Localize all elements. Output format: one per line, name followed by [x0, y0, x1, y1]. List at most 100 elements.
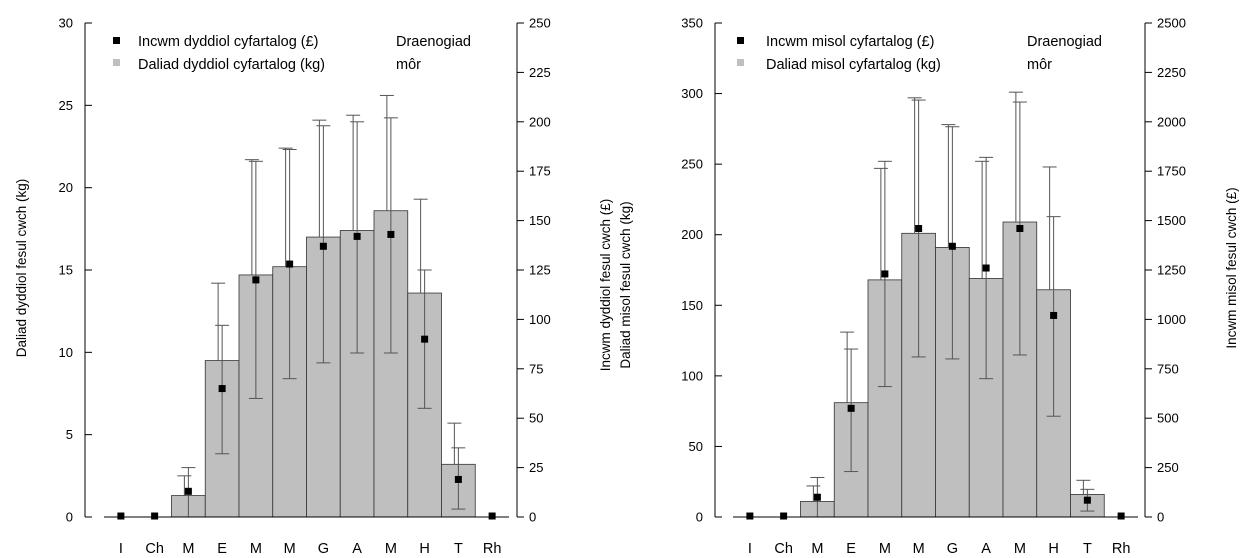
- income-point: [319, 242, 327, 250]
- month-label: T: [1083, 541, 1092, 557]
- right-axis-tick-label: 2000: [1157, 114, 1186, 129]
- legend-marker-catch: [113, 59, 120, 66]
- month-label: I: [119, 541, 123, 557]
- income-point: [847, 404, 855, 412]
- right-axis-tick-label: 1500: [1157, 213, 1186, 228]
- left-axis-tick-label: 25: [59, 98, 73, 113]
- left-axis-tick-label: 250: [681, 157, 703, 172]
- daily-chart: 0 5 10 15 20 25 30 0 25 50 75 100 125 150 175 200 225 250…: [14, 16, 633, 558]
- month-label: M: [284, 541, 296, 557]
- right-axis-tick-label: 1750: [1157, 164, 1186, 179]
- month-label: Rh: [483, 541, 502, 557]
- left-axis-tick-label: 30: [59, 16, 73, 31]
- month-labels: I Ch M E M M G A M H T Rh: [748, 541, 1131, 557]
- month-label: A: [981, 541, 991, 557]
- species-label-line1: Draenogiad: [1027, 34, 1102, 50]
- right-axis-tick-label: 25: [529, 460, 543, 475]
- month-label: G: [318, 541, 329, 557]
- month-label: G: [947, 541, 958, 557]
- right-axis-tick-label: 250: [529, 16, 551, 31]
- legend-income-label: Incwm dyddiol cyfartalog (£): [138, 34, 319, 50]
- left-axis-tick-label: 5: [66, 427, 73, 442]
- legend-catch-label: Daliad dyddiol cyfartalog (kg): [138, 57, 325, 73]
- legend: Incwm dyddiol cyfartalog (£) Daliad dydd…: [113, 34, 471, 73]
- month-label: M: [385, 541, 397, 557]
- legend-marker-income: [737, 37, 744, 44]
- income-point: [353, 232, 361, 240]
- right-axis-tick-label: 2500: [1157, 16, 1186, 31]
- income-point: [780, 512, 788, 520]
- month-label: M: [811, 541, 823, 557]
- right-axis-tick-label: 50: [529, 411, 543, 426]
- left-axis-tick-label: 0: [66, 510, 73, 525]
- income-point: [421, 335, 429, 343]
- right-axis-tick-label: 1000: [1157, 312, 1186, 327]
- right-axis-tick-label: 0: [529, 510, 536, 525]
- left-axis-title: Daliad dyddiol fesul cwch (kg): [14, 179, 29, 358]
- income-point: [1016, 225, 1024, 233]
- income-point: [813, 493, 821, 501]
- right-axis-tick-label: 150: [529, 213, 551, 228]
- axes: 0 5 10 15 20 25 30 0 25 50 75 100 125 150 175 200 225 250: [59, 16, 551, 525]
- income-point: [184, 487, 192, 495]
- right-axis-title-line1: Incwm dyddiol fesul cwch (£): [598, 199, 613, 372]
- month-label: M: [879, 541, 891, 557]
- right-axis-tick-label: 0: [1157, 510, 1164, 525]
- left-axis-tick-label: 150: [681, 298, 703, 313]
- month-label: M: [250, 541, 262, 557]
- right-axis-tick-label: 175: [529, 164, 551, 179]
- income-point: [454, 475, 462, 483]
- income-point: [1050, 311, 1058, 319]
- monthly-chart: 0 50 100 150 200 250 300 350 0 250 500 750 1000 1250 1…: [681, 16, 1239, 558]
- income-point: [746, 512, 754, 520]
- species-label-line1: Draenogiad: [396, 34, 471, 50]
- right-axis-tick-label: 1250: [1157, 263, 1186, 278]
- right-axis-title: Incwm misol fesul cwch (£): [1224, 187, 1239, 348]
- income-point: [117, 512, 125, 520]
- month-label: E: [846, 541, 856, 557]
- left-axis-tick-label: 100: [681, 368, 703, 383]
- month-label: M: [1014, 541, 1026, 557]
- species-label-line2: môr: [396, 57, 421, 73]
- species-label-line2: môr: [1027, 57, 1052, 73]
- legend-catch-label: Daliad misol cyfartalog (kg): [766, 57, 941, 73]
- legend-income-label: Incwm misol cyfartalog (£): [766, 34, 934, 50]
- income-point: [387, 230, 395, 238]
- income-point: [1083, 496, 1091, 504]
- left-axis-tick-label: 20: [59, 180, 73, 195]
- income-point: [915, 225, 923, 233]
- legend-marker-income: [113, 37, 120, 44]
- income-point: [151, 512, 159, 520]
- income-point: [982, 264, 990, 272]
- month-label: I: [748, 541, 752, 557]
- income-point: [1117, 512, 1125, 520]
- income-point: [218, 385, 226, 393]
- income-point: [881, 270, 889, 278]
- income-point: [252, 276, 260, 284]
- left-axis-tick-label: 50: [689, 439, 703, 454]
- income-point: [488, 512, 496, 520]
- right-axis-tick-label: 225: [529, 65, 551, 80]
- month-label: H: [419, 541, 429, 557]
- income-point: [948, 242, 956, 250]
- left-axis-tick-label: 15: [59, 263, 73, 278]
- month-label: Rh: [1112, 541, 1131, 557]
- month-labels: I Ch M E M M G A M H T Rh: [119, 541, 502, 557]
- legend: Incwm misol cyfartalog (£) Daliad misol …: [737, 34, 1102, 73]
- month-label: E: [217, 541, 227, 557]
- month-label: Ch: [774, 541, 793, 557]
- right-axis-tick-label: 75: [529, 361, 543, 376]
- right-axis-tick-label: 2250: [1157, 65, 1186, 80]
- right-axis-tick-label: 750: [1157, 361, 1179, 376]
- left-axis-tick-label: 0: [696, 510, 703, 525]
- monthly-income-points: [746, 225, 1125, 520]
- right-axis-title-line2: Daliad misol fesul cwch (kg): [618, 201, 633, 368]
- month-label: H: [1048, 541, 1058, 557]
- legend-marker-catch: [737, 59, 744, 66]
- left-axis-tick-label: 200: [681, 227, 703, 242]
- income-point: [286, 260, 294, 268]
- right-axis-tick-label: 100: [529, 312, 551, 327]
- right-axis-tick-label: 250: [1157, 460, 1179, 475]
- axes: 0 50 100 150 200 250 300 350 0 250 500 750 1000 1250 1…: [681, 16, 1186, 525]
